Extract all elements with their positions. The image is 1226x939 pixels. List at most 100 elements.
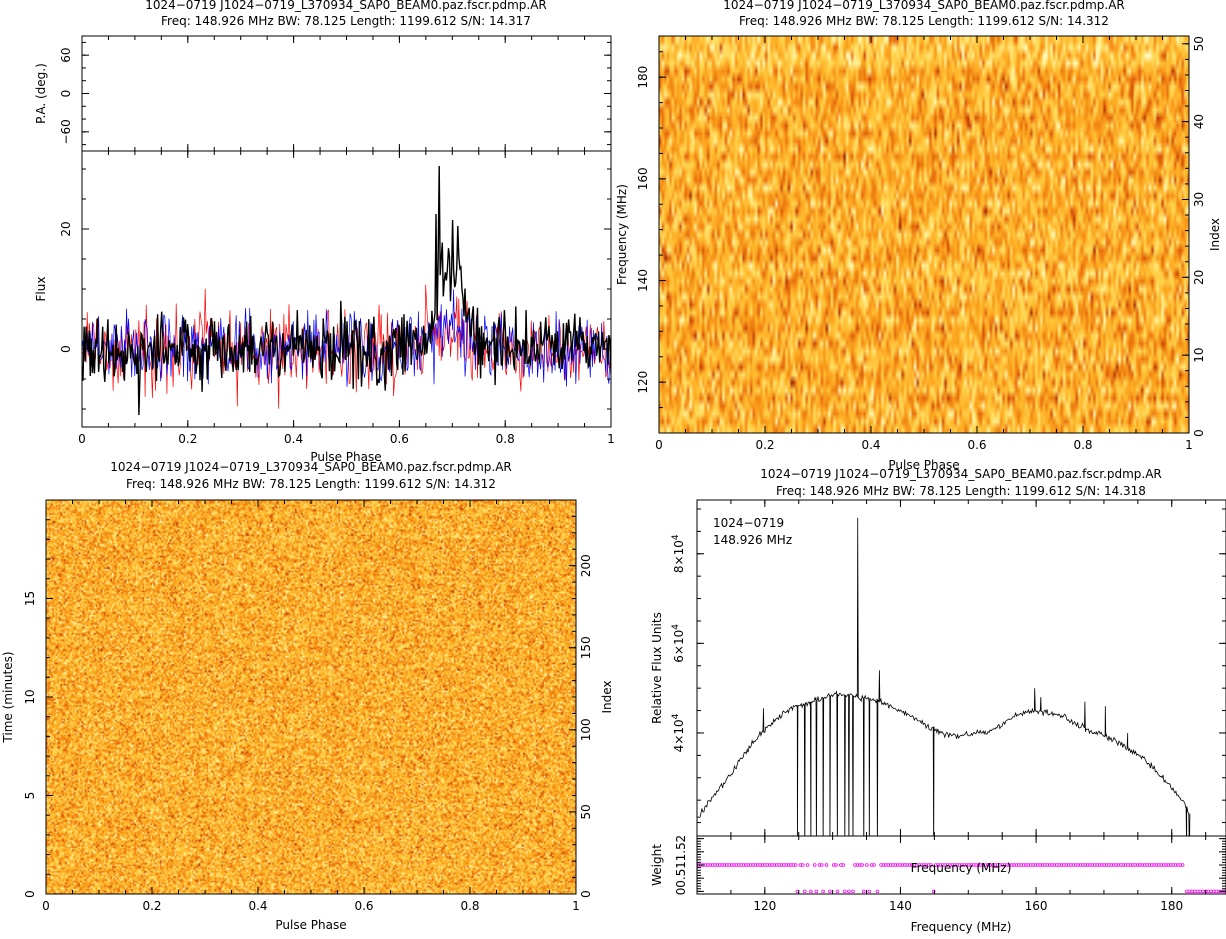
weight-marker	[786, 863, 791, 867]
x-tick-label: 0.6	[354, 899, 373, 913]
weight-marker	[865, 863, 869, 867]
weight-marker-zero	[809, 889, 813, 894]
weight-marker	[993, 863, 997, 867]
x-tick-label: 1	[607, 432, 615, 446]
index-y-tick-label: 50	[1192, 36, 1206, 51]
freq-phase-y-axis-label: Frequency (MHz)	[615, 184, 629, 285]
weight-marker	[1112, 863, 1116, 867]
panel2-title: 1024−0719 J1024−0719_L370934_SAP0_BEAM0.…	[723, 0, 1125, 12]
weight-marker-zero	[931, 889, 936, 894]
freq-y-tick-label: 180	[636, 66, 650, 89]
time-phase-y-axis-label: Time (minutes)	[1, 651, 15, 743]
x-tick-label: 0	[78, 432, 86, 446]
weight-marker	[1036, 863, 1040, 867]
x-tick-label: 0.8	[460, 899, 479, 913]
index-y-tick-label: 30	[1192, 192, 1206, 207]
weight-marker-zero	[821, 889, 825, 894]
bandpass-y-axis-label: Relative Flux Units	[650, 612, 664, 724]
x-tick-label: 0.2	[178, 432, 197, 446]
weights-y-tick-label: 1	[674, 861, 688, 869]
weights-y-axis-label: Weight	[650, 844, 664, 886]
index-y-tick-label: 50	[579, 804, 593, 819]
pa-axis-label: P.A. (deg.)	[34, 63, 48, 124]
weights-y-tick-label: 2	[674, 835, 688, 843]
bandpass-source-label: 1024−0719	[713, 516, 784, 530]
weight-marker	[1102, 863, 1107, 867]
x-tick-label: 120	[753, 899, 776, 913]
weight-marker	[1047, 863, 1052, 867]
panel2-subtitle: Freq: 148.926 MHz BW: 78.125 Length: 119…	[739, 14, 1109, 28]
pa-y-tick-label: −60	[59, 119, 73, 144]
weight-marker	[1038, 863, 1042, 867]
index-y-tick-label: 100	[579, 718, 593, 741]
x-tick-label: 0.6	[390, 432, 409, 446]
profile-lines	[82, 165, 611, 416]
panel3-title: 1024−0719 J1024−0719_L370934_SAP0_BEAM0.…	[110, 460, 512, 474]
weight-marker	[1166, 863, 1171, 867]
weight-marker	[903, 863, 907, 867]
weight-marker	[938, 863, 943, 867]
bandpass-trace	[697, 517, 1191, 836]
weight-marker-zero	[814, 889, 819, 894]
weight-marker	[1157, 863, 1161, 867]
x-tick-label: 1	[1185, 438, 1193, 452]
weight-marker	[1021, 863, 1026, 867]
weight-marker	[1138, 863, 1142, 867]
weight-marker	[1031, 863, 1035, 867]
weight-marker	[732, 863, 736, 867]
bandpass-y-tick-label: 8×104	[671, 534, 686, 573]
weight-marker	[722, 863, 727, 867]
profile-frame	[81, 150, 612, 428]
weight-marker	[834, 863, 838, 867]
profile-series-2	[82, 165, 611, 416]
weights-x-axis-label: Frequency (MHz)	[911, 920, 1012, 934]
profile-x-axis-label: Pulse Phase	[310, 450, 381, 464]
weight-marker	[824, 863, 829, 867]
weight-marker-zero	[861, 889, 866, 894]
x-tick-label: 0.4	[284, 432, 303, 446]
freq-phase-x-axis-label: Pulse Phase	[888, 458, 959, 472]
index-y-tick-label: 40	[1192, 114, 1206, 129]
weight-marker	[819, 863, 824, 867]
freq-y-tick-label: 160	[636, 167, 650, 190]
weight-marker	[1055, 863, 1059, 867]
x-tick-label: 0.4	[861, 438, 880, 452]
panel1-subtitle: Freq: 148.926 MHz BW: 78.125 Length: 119…	[161, 14, 531, 28]
time-phase-index-label: Index	[600, 680, 614, 713]
weight-marker-zero	[828, 889, 832, 894]
weight-marker	[793, 863, 798, 867]
x-tick-label: 1	[572, 899, 580, 913]
profile-y-tick-label: 0	[59, 345, 73, 353]
weights-y-tick-label: 0	[674, 888, 688, 896]
bandpass-curve	[697, 517, 1191, 836]
x-tick-label: 0.4	[248, 899, 267, 913]
weight-marker	[831, 863, 836, 867]
weight-marker	[976, 863, 981, 867]
weight-marker	[1045, 863, 1050, 867]
bandpass-y-tick-label: 6×104	[671, 624, 686, 663]
x-tick-label: 0	[42, 899, 50, 913]
x-tick-label: 0.8	[1073, 438, 1092, 452]
panel1-title: 1024−0719 J1024−0719_L370934_SAP0_BEAM0.…	[145, 0, 547, 12]
weight-marker	[1074, 863, 1078, 867]
weight-marker	[922, 863, 926, 867]
pa-frame	[81, 35, 612, 152]
index-y-tick-label: 0	[579, 890, 593, 898]
axes-layer: 600−60P.A. (deg.)0 0.2 0.4 0.6 0.8 1200Pulse …	[1, 35, 1226, 934]
time-phase-x-axis-label: Pulse Phase	[275, 918, 346, 932]
weight-marker	[886, 863, 891, 867]
freq-phase-heatmap	[659, 36, 1189, 433]
weight-marker-zero	[867, 889, 872, 894]
time-y-tick-label: 5	[23, 792, 37, 800]
time-y-tick-label: 10	[23, 689, 37, 704]
weight-markers	[696, 863, 1226, 894]
weight-marker	[1173, 863, 1178, 867]
time-y-tick-label: 0	[23, 890, 37, 898]
weight-marker	[1066, 863, 1071, 867]
index-y-tick-label: 150	[579, 636, 593, 659]
weight-marker	[1147, 863, 1152, 867]
weight-marker	[812, 863, 817, 867]
weight-marker	[713, 863, 717, 867]
